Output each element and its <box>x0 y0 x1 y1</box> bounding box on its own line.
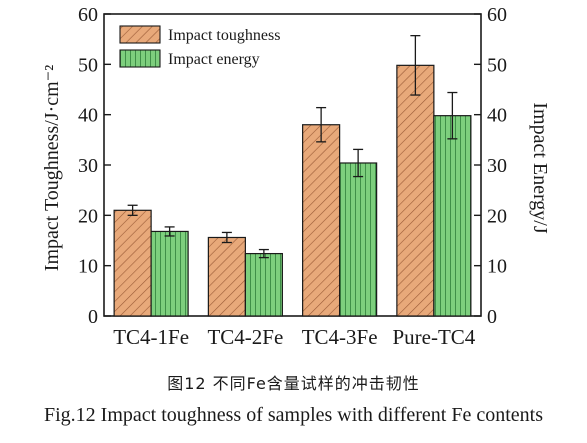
bar-energy-3 <box>433 115 472 317</box>
y-axis-left-label: Impact Toughness/J·cm⁻² <box>41 65 63 271</box>
legend-label-energy: Impact energy <box>168 51 260 68</box>
legend-label-toughness: Impact toughness <box>168 27 280 44</box>
bar-toughness-2 <box>302 124 341 317</box>
caption-chinese: 图12 不同Fe含量试样的冲击韧性 <box>167 374 420 393</box>
x-category-label: TC4-3Fe <box>302 325 378 349</box>
y-left-tick-label: 50 <box>78 54 98 76</box>
x-category-label: TC4-1Fe <box>113 325 189 349</box>
y-right-tick-label: 50 <box>487 54 507 76</box>
y-left-tick-label: 60 <box>78 4 98 26</box>
bar-energy-2 <box>339 162 378 317</box>
y-left-tick-label: 10 <box>78 256 98 278</box>
y-axis-right-label: Impact Energy/J <box>529 102 551 233</box>
y-left-tick-label: 30 <box>78 155 98 177</box>
y-right-tick-label: 0 <box>487 306 497 328</box>
y-left-tick-label: 0 <box>88 306 98 328</box>
y-right-tick-label: 60 <box>487 4 507 26</box>
bar-toughness-1 <box>207 236 246 317</box>
bar-energy-0 <box>150 230 189 317</box>
legend-swatch-energy <box>119 49 161 68</box>
x-category-label: TC4-2Fe <box>207 325 283 349</box>
x-category-label: Pure-TC4 <box>392 325 475 349</box>
y-left-tick-label: 40 <box>78 105 98 127</box>
y-right-tick-label: 40 <box>487 105 507 127</box>
caption-english: Fig.12 Impact toughness of samples with … <box>44 404 543 426</box>
bar-energy-1 <box>244 252 283 317</box>
y-left-tick-label: 20 <box>78 205 98 227</box>
y-right-tick-label: 10 <box>487 256 507 278</box>
legend-swatch-toughness <box>119 25 161 44</box>
bar-toughness-3 <box>396 64 435 317</box>
chart: 0 10 20 30 40 50 60 0 10 20 30 40 50 60 TC4-1Fe TC4-2Fe… <box>78 4 507 349</box>
y-right-tick-label: 20 <box>487 205 507 227</box>
bar-toughness-0 <box>113 209 152 317</box>
y-right-tick-label: 30 <box>487 155 507 177</box>
